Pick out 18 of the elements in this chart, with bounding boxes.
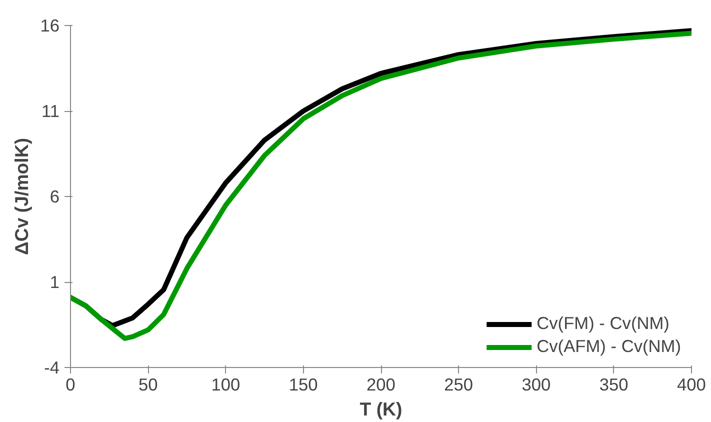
y-tick-label: 1 (50, 272, 60, 292)
legend-label: Cv(FM) - Cv(NM) (536, 313, 670, 334)
x-tick-label: 300 (522, 374, 551, 394)
x-tick-label: 200 (366, 374, 396, 394)
y-tick-label: 6 (50, 186, 60, 206)
y-tick-label: 16 (40, 16, 60, 36)
x-tick-label: 150 (288, 374, 318, 394)
x-tick-label: 250 (444, 374, 474, 394)
x-tick-label: 100 (211, 374, 240, 394)
y-axis-title: ΔCv (J/molK) (11, 138, 32, 256)
y-tick-label: -4 (44, 358, 60, 378)
x-tick-label: 50 (138, 374, 158, 394)
x-axis-title: T (K) (360, 398, 402, 420)
x-tick-label: 350 (599, 374, 628, 394)
x-tick-label: 0 (66, 374, 76, 394)
y-tick-label: 11 (42, 101, 60, 121)
x-tick-label: 400 (677, 374, 706, 394)
legend-label: Cv(AFM) - Cv(NM) (536, 336, 681, 357)
